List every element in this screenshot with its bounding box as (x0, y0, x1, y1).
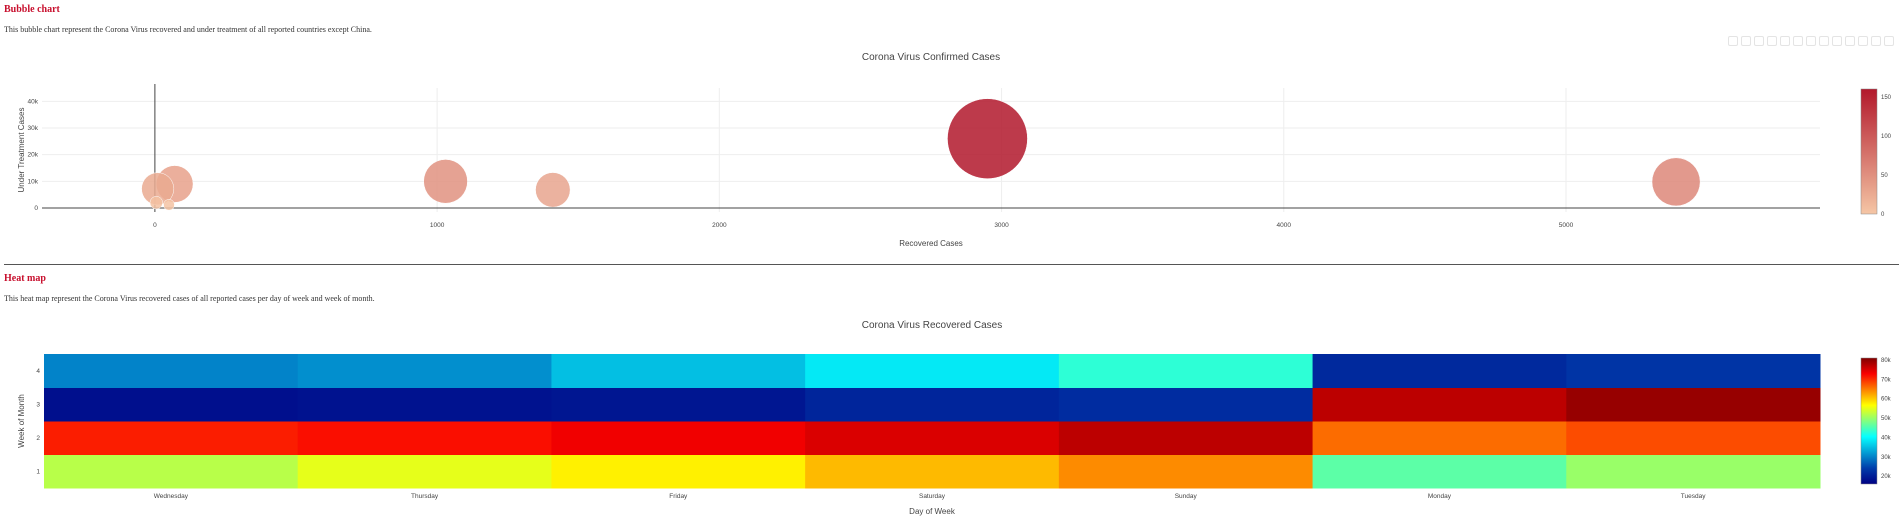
autoscale-icon[interactable] (1819, 36, 1829, 46)
heat-map-colorbar-tick-label: 50k (1881, 416, 1892, 422)
heat-map-x-tick-label: Monday (1428, 493, 1452, 500)
heat-map-cell[interactable] (1312, 421, 1567, 455)
reset-icon[interactable] (1832, 36, 1842, 46)
heat-map-cell[interactable] (1566, 387, 1821, 422)
heat-map-cell[interactable] (805, 454, 1060, 489)
lasso-icon[interactable] (1780, 36, 1790, 46)
camera-icon[interactable] (1728, 36, 1738, 46)
zoom-in-icon[interactable] (1793, 36, 1803, 46)
heat-map-x-axis-label: Day of Week (909, 507, 956, 516)
heat-map-description: This heat map represent the Corona Virus… (4, 294, 375, 303)
heat-map-x-tick-label: Tuesday (1681, 493, 1706, 500)
heat-map-y-tick-label: 1 (36, 468, 40, 475)
heat-map-y-tick-label: 4 (36, 368, 40, 375)
heat-map-heading: Heat map (4, 273, 46, 284)
bubble-y-tick-label: 40k (28, 98, 39, 105)
plotly-logo-icon[interactable] (1884, 36, 1894, 46)
heat-map-cell[interactable] (805, 421, 1060, 455)
heat-map-title: Corona Virus Recovered Cases (862, 320, 1002, 331)
heat-map-cell[interactable] (551, 387, 806, 422)
heat-map-cell[interactable] (1058, 454, 1314, 489)
bubble-y-tick-label: 20k (28, 152, 39, 159)
heat-map-colorbar-tick-label: 80k (1881, 358, 1892, 364)
bubble-x-tick-label: 5000 (1559, 222, 1574, 229)
heat-map-y-tick-label: 2 (36, 435, 40, 442)
pan-icon[interactable] (1754, 36, 1764, 46)
bubble-colorbar-tick-label: 150 (1881, 95, 1892, 101)
heat-map-cell[interactable] (1058, 421, 1314, 455)
chart-modebar[interactable] (1728, 36, 1894, 46)
heat-map-cell[interactable] (805, 387, 1060, 422)
bubble-y-tick-label: 0 (34, 205, 38, 212)
heat-map-x-tick-label: Wednesday (154, 493, 189, 500)
heat-map-cell[interactable] (1566, 421, 1821, 455)
heat-map-cell[interactable] (44, 354, 299, 388)
heat-map-cell[interactable] (44, 454, 299, 489)
heat-map-cell[interactable] (44, 421, 299, 455)
bubble-y-tick-label: 10k (28, 178, 39, 185)
bubble-y-axis-label: Under Treatment Cases (17, 108, 26, 193)
bubble-colorbar-tick-label: 50 (1881, 173, 1888, 179)
bubble-x-tick-label: 0 (153, 222, 157, 229)
bubble-x-axis-label: Recovered Cases (899, 239, 963, 248)
bubble-colorbar (1860, 88, 1878, 215)
heat-map-cell[interactable] (551, 421, 806, 455)
zoom-out-icon[interactable] (1806, 36, 1816, 46)
heat-map-x-tick-label: Thursday (411, 493, 439, 500)
bubble-chart-title: Corona Virus Confirmed Cases (862, 52, 1000, 63)
bubble-colorbar-tick-label: 100 (1881, 134, 1892, 140)
heat-map-cell[interactable] (551, 354, 806, 388)
heat-map-x-tick-label: Sunday (1175, 493, 1198, 500)
bubble-colorbar-tick-label: 0 (1881, 212, 1885, 218)
heat-map-cell[interactable] (297, 354, 552, 388)
heat-map-colorbar-tick-label: 40k (1881, 435, 1892, 441)
bubble-chart-heading: Bubble chart (4, 4, 60, 15)
heat-map-colorbar-tick-label: 70k (1881, 377, 1892, 383)
heat-map-cell[interactable] (44, 387, 299, 422)
hover-compare-icon[interactable] (1871, 36, 1881, 46)
heat-map-colorbar-tick-label: 20k (1881, 474, 1892, 480)
spike-icon[interactable] (1845, 36, 1855, 46)
heat-map-cell[interactable] (1058, 387, 1314, 422)
bubble-x-tick-label: 1000 (430, 222, 445, 229)
section-divider (4, 264, 1899, 265)
bubble-point[interactable] (149, 196, 163, 210)
bubble-point[interactable] (163, 199, 175, 211)
bubble-point[interactable] (947, 98, 1028, 179)
heat-map-cell[interactable] (1566, 354, 1821, 388)
bubble-x-tick-label: 2000 (712, 222, 727, 229)
heat-map-cell[interactable] (1566, 454, 1821, 489)
bubble-chart-description: This bubble chart represent the Corona V… (4, 25, 372, 34)
heat-map-cell[interactable] (1312, 387, 1567, 422)
heat-map-cell[interactable] (1312, 454, 1567, 489)
bubble-point[interactable] (423, 159, 468, 204)
heat-map-cell[interactable] (551, 454, 806, 489)
heat-map-cell[interactable] (297, 421, 552, 455)
heat-map-y-axis-label: Week of Month (17, 394, 26, 448)
heat-map-cell[interactable] (805, 354, 1060, 388)
bubble-point[interactable] (1651, 157, 1701, 207)
bubble-x-tick-label: 4000 (1277, 222, 1292, 229)
heat-map-cell[interactable] (297, 454, 552, 489)
hover-closest-icon[interactable] (1858, 36, 1868, 46)
bubble-point[interactable] (535, 172, 571, 208)
heat-map-y-tick-label: 3 (36, 401, 40, 408)
heat-map-cell[interactable] (1058, 354, 1314, 388)
bubble-y-tick-label: 30k (28, 125, 39, 132)
heat-map-colorbar-tick-label: 30k (1881, 455, 1892, 461)
heat-map-x-tick-label: Saturday (919, 493, 946, 500)
heat-map-cell[interactable] (297, 387, 552, 422)
heat-map-colorbar-tick-label: 60k (1881, 397, 1892, 403)
heat-map-cell[interactable] (1312, 354, 1567, 388)
heat-map-colorbar (1860, 357, 1878, 485)
box-select-icon[interactable] (1767, 36, 1777, 46)
bubble-x-tick-label: 3000 (994, 222, 1009, 229)
zoom-icon[interactable] (1741, 36, 1751, 46)
heat-map-x-tick-label: Friday (669, 493, 688, 500)
